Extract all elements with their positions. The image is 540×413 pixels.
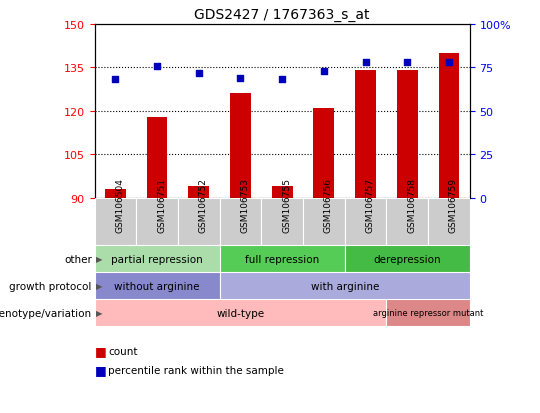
Text: derepression: derepression xyxy=(374,254,441,264)
Bar xyxy=(94,273,220,299)
Point xyxy=(111,77,120,83)
Title: GDS2427 / 1767363_s_at: GDS2427 / 1767363_s_at xyxy=(194,8,370,22)
Text: GSM106753: GSM106753 xyxy=(240,178,249,233)
Bar xyxy=(220,273,470,299)
Bar xyxy=(220,246,345,273)
Text: genotype/variation: genotype/variation xyxy=(0,308,92,318)
Text: other: other xyxy=(64,254,92,264)
Text: GSM106758: GSM106758 xyxy=(407,178,416,233)
Text: ▶: ▶ xyxy=(96,255,102,263)
Text: percentile rank within the sample: percentile rank within the sample xyxy=(108,365,284,375)
Bar xyxy=(272,187,293,198)
Point xyxy=(444,59,453,66)
Bar xyxy=(397,71,417,198)
Bar xyxy=(188,187,209,198)
Text: wild-type: wild-type xyxy=(217,308,265,318)
Text: GSM106504: GSM106504 xyxy=(116,178,124,233)
Text: arginine repressor mutant: arginine repressor mutant xyxy=(373,309,483,317)
Bar xyxy=(105,190,126,198)
Text: partial repression: partial repression xyxy=(111,254,203,264)
Bar xyxy=(387,198,428,246)
Bar xyxy=(438,54,460,198)
Bar xyxy=(94,246,220,273)
Bar xyxy=(345,198,387,246)
Bar xyxy=(147,117,167,198)
Text: GSM106755: GSM106755 xyxy=(282,178,291,233)
Point xyxy=(236,75,245,82)
Text: GSM106757: GSM106757 xyxy=(366,178,375,233)
Bar xyxy=(313,109,334,198)
Text: full repression: full repression xyxy=(245,254,319,264)
Bar xyxy=(220,198,261,246)
Bar xyxy=(94,198,136,246)
Text: GSM106751: GSM106751 xyxy=(157,178,166,233)
Text: GSM106752: GSM106752 xyxy=(199,178,208,233)
Bar xyxy=(387,299,470,326)
Text: GSM106756: GSM106756 xyxy=(324,178,333,233)
Point xyxy=(153,63,161,70)
Bar xyxy=(178,198,220,246)
Text: ▶: ▶ xyxy=(96,309,102,317)
Bar xyxy=(230,94,251,198)
Point xyxy=(361,59,370,66)
Bar xyxy=(136,198,178,246)
Text: ■: ■ xyxy=(94,344,106,358)
Point xyxy=(278,77,287,83)
Point xyxy=(403,59,411,66)
Text: with arginine: with arginine xyxy=(310,281,379,291)
Bar xyxy=(94,299,387,326)
Point xyxy=(320,68,328,75)
Bar xyxy=(303,198,345,246)
Text: ■: ■ xyxy=(94,363,106,376)
Text: growth protocol: growth protocol xyxy=(9,281,92,291)
Text: count: count xyxy=(108,346,138,356)
Bar xyxy=(355,71,376,198)
Bar xyxy=(428,198,470,246)
Text: without arginine: without arginine xyxy=(114,281,200,291)
Text: GSM106759: GSM106759 xyxy=(449,178,458,233)
Bar xyxy=(261,198,303,246)
Text: ▶: ▶ xyxy=(96,282,102,290)
Bar xyxy=(345,246,470,273)
Point xyxy=(194,70,203,77)
